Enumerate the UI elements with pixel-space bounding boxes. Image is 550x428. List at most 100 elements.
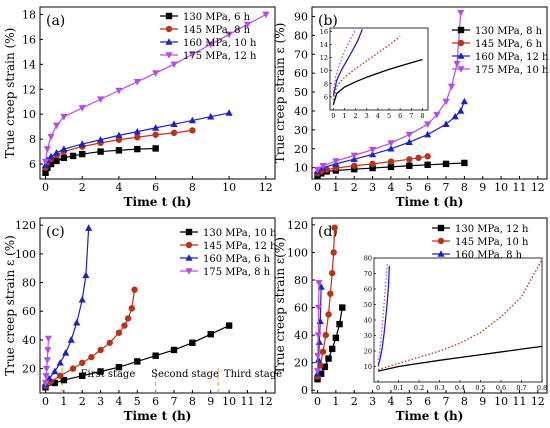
inset-series-line-0 (377, 345, 543, 372)
data-point (152, 124, 160, 131)
data-point (115, 131, 123, 139)
data-point (82, 271, 90, 279)
data-point (79, 372, 86, 379)
x-tick-label: 10 (222, 181, 236, 194)
y-tick-label: 70 (294, 48, 308, 61)
inset-y-tick-label: 16 (320, 28, 328, 36)
x-tick-label: 11 (240, 395, 254, 408)
x-tick-label: 12 (531, 395, 545, 408)
inset-x-tick-label: 0.1 (393, 384, 403, 392)
inset-x-tick-label: 5 (387, 112, 391, 120)
data-point (351, 162, 358, 169)
inset-series-line-3 (332, 29, 357, 92)
data-point (60, 376, 68, 384)
inset-y-tick-label: 10 (320, 67, 328, 75)
inset-y-tick-label: 30 (364, 332, 372, 340)
y-tick-label: 20 (294, 143, 308, 156)
data-point (115, 329, 123, 336)
data-point (47, 152, 55, 160)
data-point (170, 61, 178, 69)
y-tick-label: 120 (15, 219, 36, 232)
data-point (315, 279, 323, 287)
legend-label: 145 MPa, 8 h (183, 25, 251, 36)
data-point (41, 158, 50, 166)
x-tick-label: 10 (222, 395, 236, 408)
legend-marker (185, 268, 193, 275)
inset-x-tick-label: 1 (342, 112, 346, 120)
x-tick-label: 0 (42, 395, 49, 408)
data-point (85, 224, 93, 231)
legend-marker (165, 52, 173, 59)
data-point (328, 345, 336, 353)
plot-frame (39, 217, 276, 394)
data-point (314, 352, 322, 360)
data-point (453, 60, 461, 68)
y-axis-label: True creep strain ε(%) (273, 237, 287, 374)
data-point (79, 359, 86, 367)
data-point (43, 365, 51, 373)
inset-x-tick-label: 0.8 (537, 384, 547, 392)
inset-y-tick-label: 80 (364, 255, 372, 263)
x-tick-label: 1 (60, 395, 67, 408)
x-tick-label: 8 (189, 181, 196, 194)
data-point (189, 127, 196, 134)
data-point (106, 339, 113, 346)
legend-label: 160 MPa, 6 h (203, 254, 271, 265)
data-point (51, 379, 58, 387)
data-point (461, 159, 468, 167)
inset-x-tick-label: 4 (376, 112, 380, 120)
y-tick-label: 80 (294, 274, 308, 287)
data-point (170, 120, 178, 127)
y-tick-label: 30 (294, 124, 308, 137)
data-point (134, 358, 141, 365)
x-tick-label: 2 (79, 395, 86, 408)
data-point (207, 112, 215, 120)
y-tick-label: 10 (294, 162, 308, 175)
data-point (170, 129, 178, 137)
data-point (330, 249, 337, 256)
inset-x-tick-label: 0.6 (496, 384, 506, 392)
x-tick-label: 0 (314, 395, 321, 408)
data-point (134, 134, 141, 141)
legend-label: 175 MPa, 12 h (183, 51, 257, 62)
inset-x-tick-label: 0.3 (434, 384, 444, 392)
x-tick-label: 7 (171, 395, 178, 408)
y-tick-label: 50 (294, 86, 308, 99)
x-tick-label: 4 (115, 395, 122, 408)
data-point (369, 160, 376, 168)
data-point (45, 374, 53, 382)
y-tick-label: 14 (22, 58, 36, 71)
x-tick-label: 2 (351, 395, 358, 408)
inset-x-tick-label: 6 (398, 112, 402, 120)
legend-marker (165, 38, 173, 45)
y-tick-label: 10 (22, 108, 36, 121)
data-point (405, 138, 413, 145)
x-tick-label: 5 (134, 395, 141, 408)
x-tick-label: 7 (443, 395, 450, 408)
stage-annotation: First stage (81, 369, 136, 380)
data-point (207, 330, 214, 338)
inset-y-tick-label: 6 (324, 93, 328, 101)
legend-label: 175 MPa, 8 h (203, 267, 271, 278)
y-axis-label: True creep strain ε (%) (273, 23, 287, 164)
y-tick-label: 12 (22, 83, 36, 96)
x-tick-label: 1 (332, 395, 339, 408)
x-tick-label: 4 (387, 395, 394, 408)
stage-annotation: Second stage (151, 369, 219, 380)
y-tick-label: 60 (294, 67, 308, 80)
data-point (47, 133, 55, 141)
x-tick-label: 4 (115, 181, 122, 194)
x-tick-label: 4 (387, 181, 394, 194)
data-point (327, 290, 334, 297)
inset-frame (373, 257, 543, 383)
y-tick-label: 40 (294, 105, 308, 118)
y-tick-label: 0 (301, 384, 308, 397)
inset-series-line-3 (377, 264, 388, 364)
data-point (339, 304, 346, 311)
data-point (322, 331, 329, 339)
y-tick-label: 40 (294, 329, 308, 342)
panel-label: (b) (318, 13, 338, 29)
legend-label: 130 MPa, 12 h (455, 224, 529, 235)
x-tick-label: 9 (479, 395, 486, 408)
data-point (115, 147, 123, 154)
